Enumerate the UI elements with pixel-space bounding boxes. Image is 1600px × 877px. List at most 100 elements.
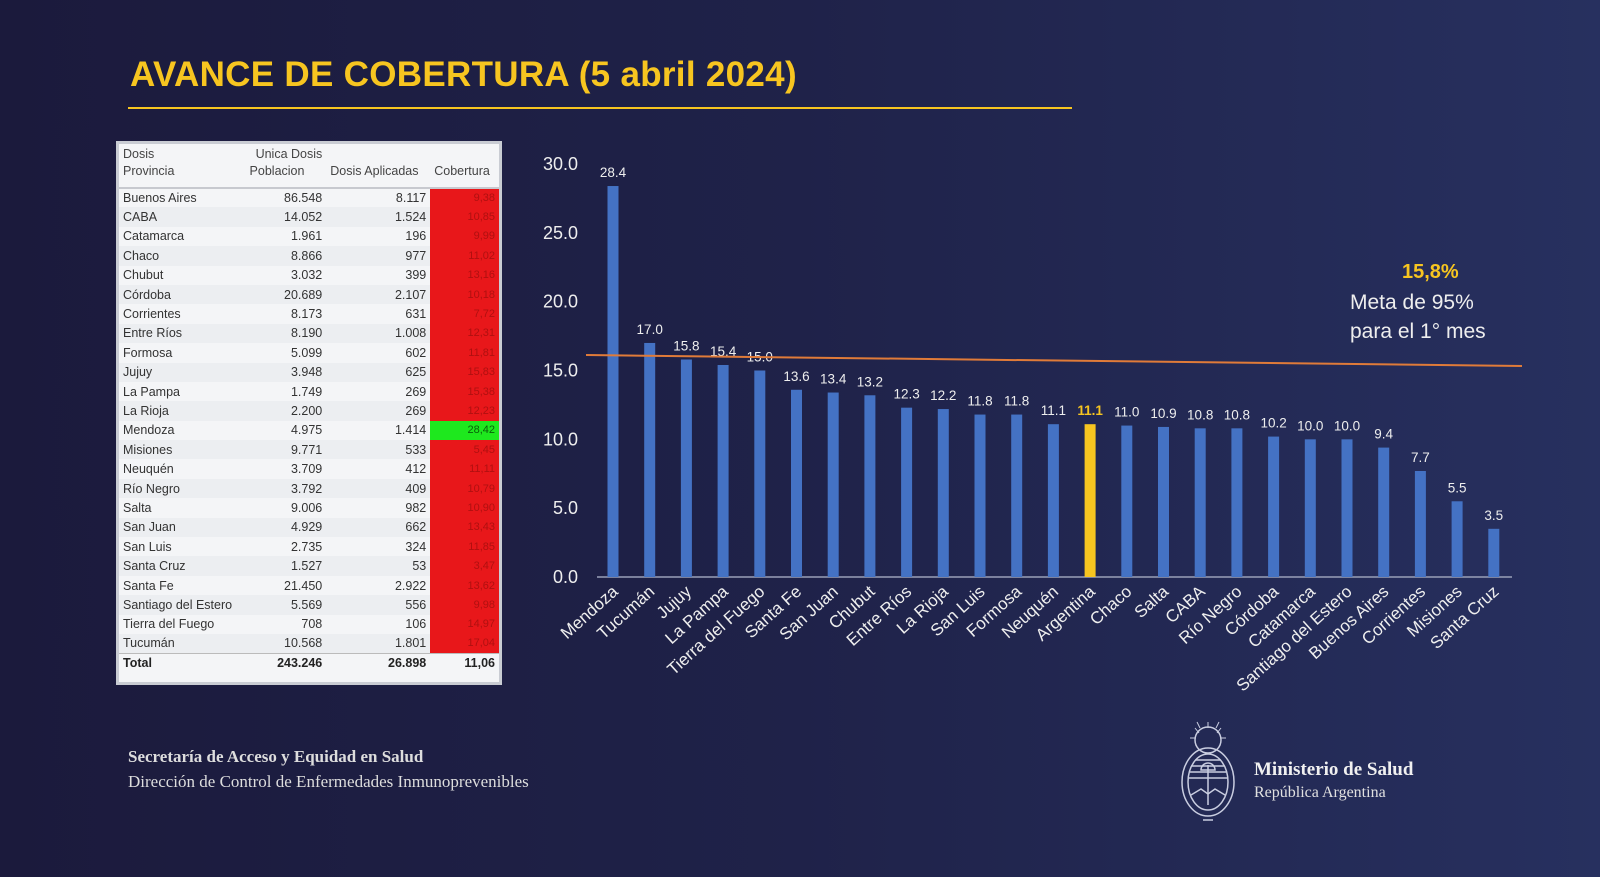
data-label: 13.4 [820, 372, 847, 387]
table-row: Río Negro 3.792 409 10,79 [119, 478, 499, 499]
poblacion-cell: 86.548 [284, 191, 323, 206]
bar-entre-ríos [901, 407, 913, 577]
provincia-cell: Jujuy [119, 362, 246, 382]
table-row: La Pampa 1.749 269 15,38 [119, 381, 499, 402]
poblacion-cell: 243.246 [245, 652, 327, 673]
provincia-cell: Corrientes [123, 307, 181, 322]
table-row: Jujuy 3.948 625 15,83 [119, 362, 499, 382]
dosis-aplicadas-cell: Dosis Aplicadas [326, 164, 431, 189]
data-label: 10.2 [1260, 416, 1286, 431]
data-label: 5.5 [1448, 480, 1467, 495]
bar-córdoba [1268, 436, 1280, 577]
cobertura-cell: 5,45 [430, 440, 499, 460]
dosis-aplicadas-cell: 196 [405, 229, 427, 244]
table-row: Neuquén 3.709 412 11,11 [119, 459, 499, 479]
provincia-cell: La Pampa [123, 384, 180, 399]
cobertura-cell: 9,38 [430, 188, 499, 208]
cobertura-cell: 11,85 [430, 537, 499, 557]
provincia-cell: La Rioja [119, 401, 246, 421]
provincia-cell: Salta [123, 500, 152, 515]
poblacion-cell: Poblacion [245, 164, 327, 189]
cobertura-cell: 10,90 [430, 498, 499, 518]
cobertura-cell: 7,72 [430, 304, 499, 324]
provincia-cell: Catamarca [123, 229, 185, 244]
table-header-row: Provincia Poblacion Dosis Aplicadas Cobertu… [119, 164, 499, 189]
table-row: Entre Ríos 8.190 1.008 12,31 [119, 323, 499, 344]
table-header-row: Dosis Unica Dosis [119, 144, 499, 164]
table-row: Tucumán 10.568 1.801 17,04 [119, 633, 499, 654]
data-label: 15.4 [710, 344, 737, 359]
poblacion-cell: 9.771 [245, 440, 327, 460]
table-row: CABA 14.052 1.524 10,85 [119, 207, 499, 227]
poblacion-cell: 21.450 [284, 578, 323, 593]
data-label: 10.8 [1224, 407, 1250, 422]
dosis-aplicadas-cell: 324 [405, 539, 427, 554]
dosis-aplicadas-cell: 625 [326, 362, 431, 382]
data-label: 3.5 [1484, 508, 1503, 523]
cobertura-cell: 15,83 [430, 362, 499, 382]
dosis-aplicadas-cell: 1.008 [326, 323, 431, 344]
data-label: 10.8 [1187, 407, 1213, 422]
table-row: Santa Cruz 1.527 53 3,47 [119, 556, 499, 576]
bar-misiones [1451, 501, 1463, 577]
dosis-aplicadas-cell: 269 [326, 401, 431, 421]
target-text-line: para el 1° mes [1350, 320, 1486, 343]
bar-formosa [1011, 414, 1023, 577]
poblacion-cell: 9.006 [290, 500, 323, 515]
cobertura-cell: 15,38 [430, 381, 499, 402]
coverage-table: Dosis Unica Dosis Provincia Poblacion Dosis … [116, 141, 502, 685]
poblacion-cell: 14.052 [245, 207, 327, 227]
cobertura-cell: 9,99 [430, 226, 499, 247]
poblacion-cell: Unica Dosis [255, 147, 323, 161]
table-row: Catamarca 1.961 196 9,99 [119, 226, 499, 247]
data-label: 10.0 [1297, 418, 1323, 433]
bar-san-luis [974, 414, 986, 577]
bar-argentina [1084, 424, 1096, 577]
provincia-cell: Mendoza [123, 423, 175, 438]
bar-la-pampa [717, 364, 729, 577]
data-label: 9.4 [1374, 427, 1393, 442]
dosis-aplicadas-cell: 8.117 [395, 191, 427, 206]
y-tick-label: 30.0 [543, 154, 578, 174]
table-row: Corrientes 8.173 631 7,72 [119, 304, 499, 324]
provincia-cell: Misiones [119, 440, 246, 460]
table-row: Córdoba 20.689 2.107 10,18 [119, 284, 499, 305]
data-label: 12.2 [930, 388, 956, 403]
cobertura-cell: 3,47 [430, 556, 499, 576]
dosis-aplicadas-cell: 662 [326, 517, 431, 538]
table-row: Santa Fe 21.450 2.922 13,62 [119, 575, 499, 596]
cobertura-cell: 11,02 [430, 246, 499, 266]
page-title: AVANCE DE COBERTURA (5 abril 2024) [130, 55, 797, 94]
provincia-cell: Santa Fe [123, 578, 174, 593]
table-total-row: Total 243.246 26.898 11,06 [119, 652, 499, 673]
provincia-cell: San Luis [123, 539, 172, 554]
provincia-cell: Buenos Aires [123, 191, 197, 206]
provincia-cell: San Juan [119, 517, 246, 538]
data-label: 11.8 [1004, 394, 1029, 409]
poblacion-cell: 8.190 [245, 323, 327, 344]
poblacion-cell: 20.689 [245, 284, 327, 305]
ministry-name: Ministerio de Salud [1254, 759, 1414, 780]
y-tick-label: 15.0 [543, 361, 578, 381]
table-row: Misiones 9.771 533 5,45 [119, 440, 499, 460]
data-label: 15.8 [673, 338, 699, 353]
dosis-aplicadas-cell: 977 [326, 246, 431, 266]
data-label: 11.0 [1114, 405, 1139, 420]
footer-secretaria: Secretaría de Acceso y Equidad en Salud [128, 747, 424, 766]
poblacion-cell: 4.929 [245, 517, 327, 538]
provincia-cell: Tucumán [119, 633, 246, 654]
dosis-aplicadas-cell: 982 [405, 500, 427, 515]
poblacion-cell: 1.527 [245, 556, 327, 576]
poblacion-cell: 8.173 [290, 307, 323, 322]
bar-santa-cruz [1488, 528, 1500, 577]
provincia-cell: Total [119, 652, 246, 673]
provincia-cell: Córdoba [119, 284, 246, 305]
cobertura-cell: Cobertura [430, 164, 499, 189]
bar-la-rioja [937, 409, 949, 577]
cobertura-cell: 13,43 [430, 517, 499, 538]
dosis-aplicadas-cell: 2.922 [394, 578, 427, 593]
bar-catamarca [1304, 439, 1316, 577]
provincia-cell: Tierra del Fuego [123, 617, 215, 632]
title-underline [128, 107, 1072, 109]
